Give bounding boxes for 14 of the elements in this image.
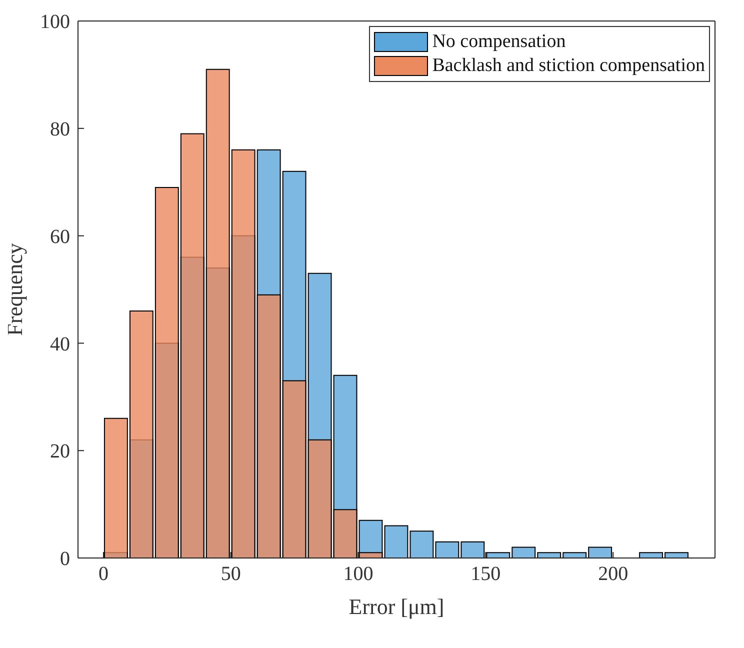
y-tick-label: 80	[50, 118, 70, 140]
x-tick-label: 50	[220, 563, 241, 586]
x-tick-label: 0	[98, 563, 108, 586]
y-tick-label: 20	[50, 440, 70, 463]
y-tick-label: 0	[60, 548, 70, 570]
legend-label: Backlash and stiction compensation	[431, 54, 705, 78]
x-axis-title: Error [μm]	[348, 594, 444, 619]
x-tick-label: 200	[598, 563, 628, 586]
y-tick-label: 60	[50, 226, 70, 248]
legend-label: No compensation	[431, 30, 567, 54]
y-tick-label: 40	[50, 333, 70, 356]
x-tick-label: 150	[470, 563, 501, 586]
y-tick-label: 100	[40, 11, 70, 34]
x-tick-label: 100	[343, 563, 374, 586]
